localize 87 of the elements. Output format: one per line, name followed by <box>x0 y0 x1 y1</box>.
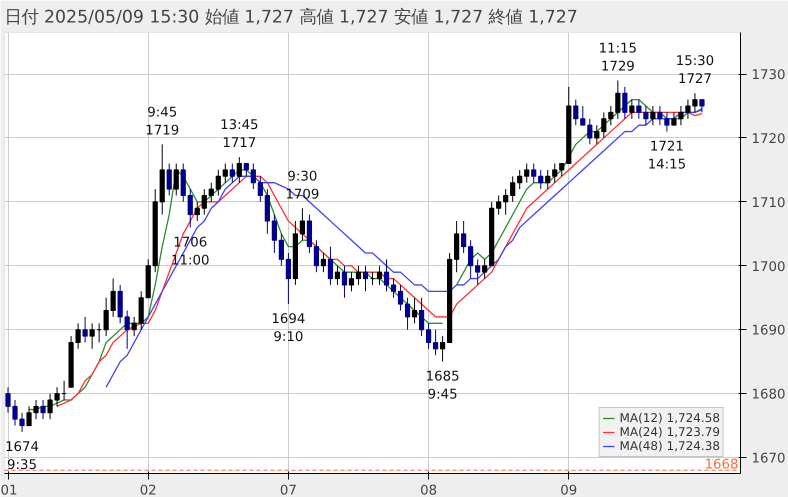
candlestick <box>559 163 564 177</box>
y-tick-label: 1670 <box>752 452 786 467</box>
y-tick-label: 1700 <box>752 260 786 275</box>
candlestick <box>664 112 670 132</box>
candlestick <box>384 258 390 292</box>
candlestick <box>300 208 306 241</box>
candlestick <box>426 322 432 350</box>
candlestick <box>468 240 474 280</box>
candlestick <box>636 99 642 120</box>
annotation: 1685 9:45 <box>426 370 460 403</box>
y-tick-label: 1690 <box>752 324 786 339</box>
candlestick <box>272 214 277 254</box>
candlestick <box>12 400 18 426</box>
candlestick <box>208 182 214 202</box>
x-tick-label: 08 <box>420 484 438 497</box>
x-tick-label: 09 <box>560 484 578 497</box>
candlestick <box>432 329 438 356</box>
candlestick <box>356 265 362 286</box>
candlestick <box>643 106 648 126</box>
candlestick <box>33 400 39 420</box>
candlestick <box>678 106 684 126</box>
candlestick <box>629 99 634 120</box>
candlestick <box>104 297 109 337</box>
candlestick <box>650 106 656 126</box>
annotation: 1674 9:35 <box>5 440 39 473</box>
candlestick <box>594 124 600 145</box>
legend-label: MA(12) 1,724.58 <box>620 411 720 425</box>
ref-line-label: 1668 <box>704 457 739 472</box>
candlestick <box>503 188 508 216</box>
candlestick <box>671 112 677 126</box>
candlestick <box>166 163 172 196</box>
y-tick-label: 1720 <box>752 132 786 147</box>
x-tick-label: 01 <box>0 484 18 497</box>
candlestick <box>657 106 662 126</box>
candlestick <box>412 297 418 324</box>
candlestick <box>314 240 320 273</box>
annotation: 13:45 1717 <box>220 118 259 152</box>
candlestick <box>132 316 137 337</box>
y-tick-label: 1680 <box>752 388 786 403</box>
candlestick <box>26 406 32 426</box>
annotation: 9:45 1719 <box>145 105 180 138</box>
candlestick <box>90 322 95 350</box>
y-tick-label: 1710 <box>752 196 786 211</box>
annotation: 11:15 1729 <box>598 41 638 74</box>
candlestick <box>286 252 291 305</box>
candlestick <box>390 278 396 298</box>
candlestick <box>461 220 466 254</box>
legend-label: MA(24) 1,723.79 <box>620 425 720 439</box>
candlestick <box>19 412 25 432</box>
annotation: 15:30 1727 <box>676 54 714 88</box>
candlestick <box>278 233 284 266</box>
candlestick <box>362 265 368 292</box>
y-tick-label: 1730 <box>752 68 786 84</box>
candlestick <box>404 297 410 330</box>
x-tick-label: 07 <box>280 484 297 497</box>
candlestick <box>75 322 81 350</box>
candlestick <box>174 163 179 196</box>
annotation: 1694 9:10 <box>271 312 306 346</box>
candlestick <box>40 400 46 420</box>
candlestick <box>398 284 404 312</box>
candlestick <box>110 278 116 318</box>
candlestick <box>482 258 488 280</box>
candlestick <box>348 272 354 292</box>
candlestick <box>685 99 691 120</box>
candlestick <box>334 265 340 286</box>
candlestick <box>82 316 88 343</box>
annotation: 1721 14:15 <box>648 140 686 173</box>
x-tick-label: 02 <box>140 484 157 497</box>
candlestick <box>236 156 242 184</box>
candlestick <box>47 393 53 420</box>
candlestick <box>622 86 628 120</box>
chart-title: 日付 2025/05/09 15:30 始値 1,727 高値 1,727 安値 1,727 終値 1,727 <box>4 8 578 28</box>
candlestick <box>342 265 348 298</box>
candlestick <box>230 163 235 184</box>
candlestick <box>188 188 193 228</box>
candlestick <box>328 246 334 286</box>
legend-label: MA(48) 1,724.38 <box>620 439 720 453</box>
candlestick <box>699 99 705 113</box>
candlestick <box>5 386 11 414</box>
candlestick <box>54 386 60 407</box>
candlestick <box>320 252 326 273</box>
candlestick <box>692 92 698 113</box>
candlestick <box>376 265 382 286</box>
candlestick <box>440 336 446 362</box>
candlestick <box>475 258 480 286</box>
candlestick <box>244 163 249 177</box>
candlestick <box>418 297 424 337</box>
